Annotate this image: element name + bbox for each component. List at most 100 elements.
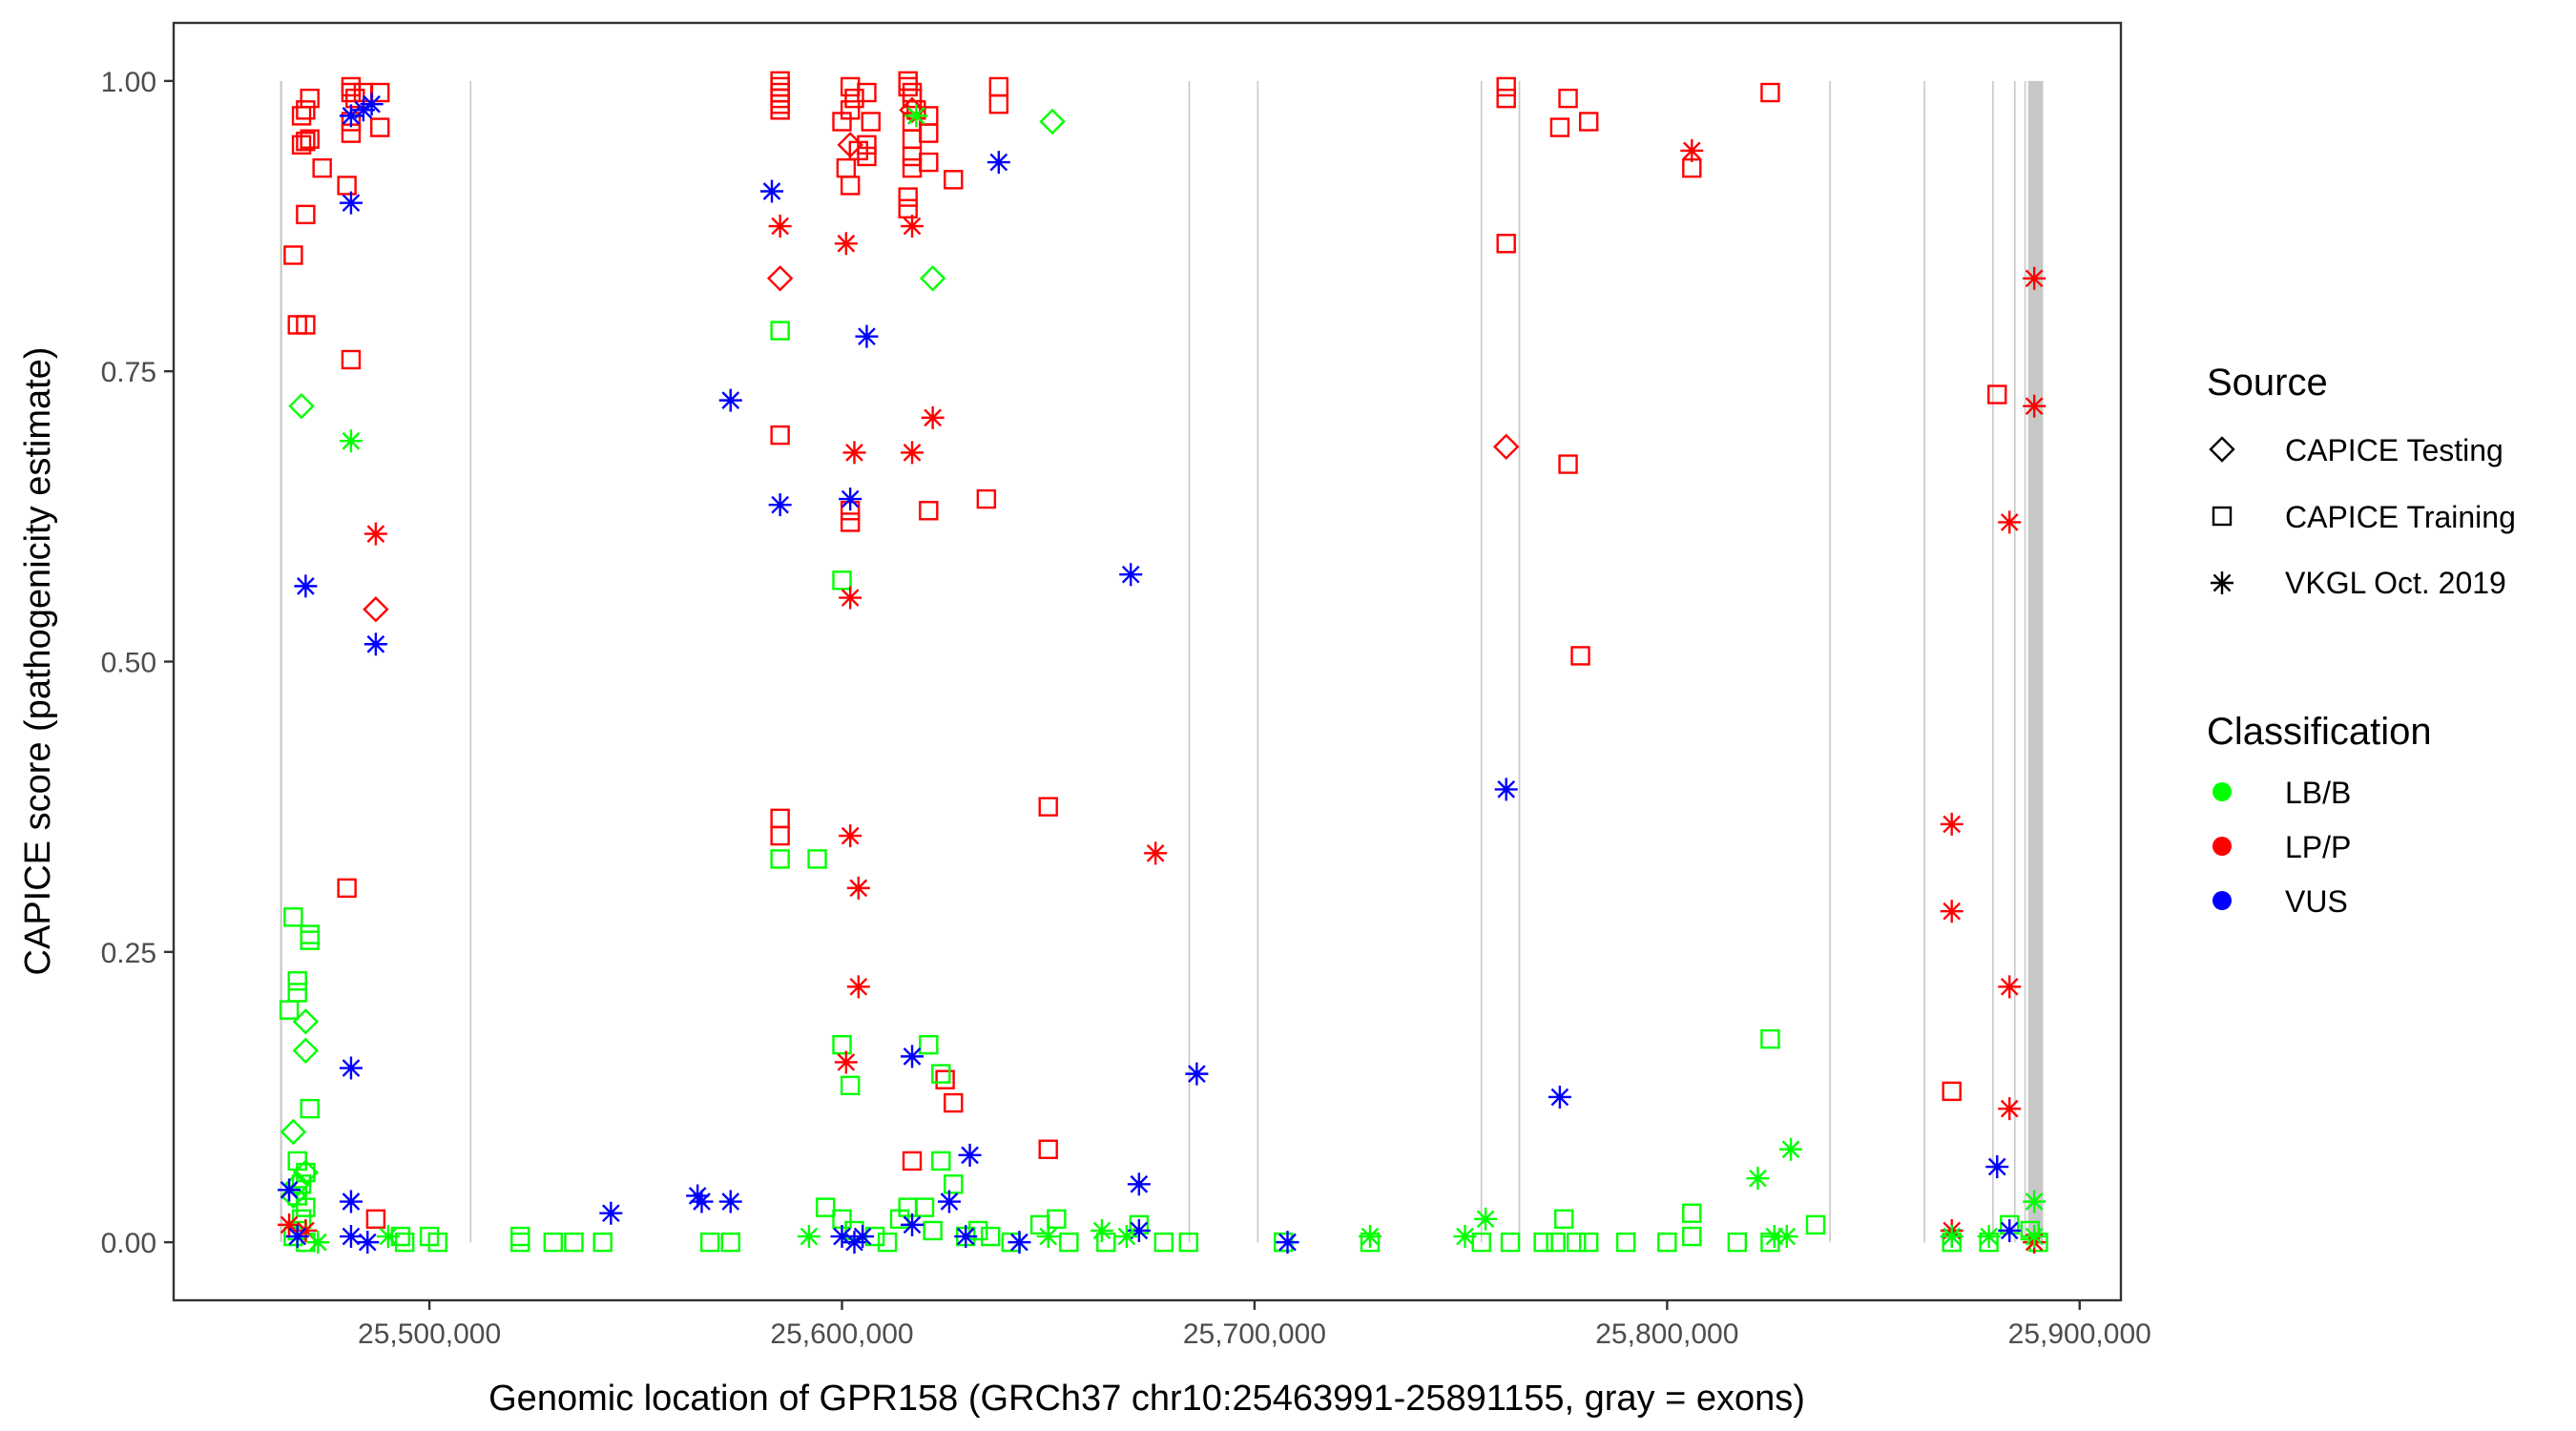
data-point-asterisk [686, 1184, 710, 1208]
data-point-square [980, 1226, 1001, 1247]
data-point-asterisk [339, 191, 363, 215]
data-point-square [840, 100, 861, 120]
data-point-asterisk [954, 1225, 978, 1249]
y-axis: 0.00 0.25 0.50 0.75 1.00 [101, 67, 174, 1259]
data-point-asterisk [834, 1050, 858, 1074]
data-point-square [1760, 1028, 1780, 1049]
data-point-square [300, 129, 320, 149]
data-point-square [1178, 1232, 1198, 1253]
data-point-square [770, 82, 790, 103]
legend: Source CAPICE Testing CAPICE Training VK… [2207, 362, 2516, 919]
data-point-asterisk [1127, 1172, 1151, 1196]
data-point-asterisk [958, 1143, 982, 1167]
exon-band [469, 80, 472, 1243]
data-point-square [1496, 76, 1516, 97]
data-point-square [944, 1174, 964, 1194]
exon-band [1829, 80, 1831, 1243]
data-point-square [1029, 1214, 1050, 1235]
data-point-asterisk [1114, 1225, 1138, 1249]
data-point-asterisk [356, 1231, 380, 1255]
data-point-square [976, 488, 997, 509]
data-point-asterisk [1762, 1225, 1786, 1249]
data-point-square [770, 808, 790, 829]
data-point-asterisk [1453, 1225, 1477, 1249]
data-point-asterisk [830, 1225, 854, 1249]
data-point-square [699, 1232, 720, 1253]
data-point-square [898, 71, 918, 92]
data-point-square [365, 1209, 386, 1229]
data-point-asterisk [285, 1225, 309, 1249]
data-point-square [832, 1034, 852, 1055]
data-point-square [341, 82, 362, 103]
legend-item-lbb: LB/B [2212, 776, 2351, 810]
data-point-square [1805, 1214, 1826, 1235]
exon-band [1923, 80, 1925, 1243]
data-point-asterisk [339, 1190, 363, 1213]
data-point-square [898, 187, 918, 207]
data-point-asterisk [1998, 510, 2022, 534]
x-tick-label: 25,500,000 [358, 1318, 501, 1350]
legend-label: LB/B [2285, 776, 2351, 810]
data-point-square [1038, 1139, 1058, 1159]
data-point-square [1657, 1232, 1677, 1253]
y-tick-label: 0.75 [101, 357, 156, 388]
data-point-asterisk [1144, 841, 1168, 865]
data-point-square [1558, 88, 1578, 109]
data-point-diamond [292, 1008, 320, 1035]
x-tick-label: 25,700,000 [1183, 1318, 1326, 1350]
data-point-asterisk [1119, 563, 1143, 587]
exon-band [1992, 80, 1994, 1243]
data-point-asterisk [2023, 1190, 2046, 1213]
data-point-square [919, 1034, 939, 1055]
data-point-asterisk [1985, 1155, 2009, 1179]
data-point-square [770, 849, 790, 869]
data-point-square [1038, 797, 1058, 817]
data-point-square [370, 82, 390, 103]
y-tick-label: 0.00 [101, 1228, 156, 1259]
data-point-square [510, 1232, 530, 1253]
data-point-asterisk [855, 324, 879, 348]
exon-band [1188, 80, 1191, 1243]
plot-panel-border [172, 21, 2123, 1302]
data-point-square [300, 88, 320, 109]
data-point-square [1567, 1232, 1587, 1253]
data-point-square [988, 76, 1009, 97]
data-point-square [337, 176, 357, 196]
data-point-asterisk [846, 876, 870, 900]
data-point-asterisk [839, 586, 862, 610]
data-point-asterisk [842, 1231, 866, 1255]
data-point-diamond [919, 265, 946, 292]
data-point-asterisk [339, 1225, 363, 1249]
exon-band [1257, 80, 1259, 1243]
data-point-square [770, 825, 790, 846]
data-point-asterisk [1940, 900, 1963, 923]
data-point-square [840, 76, 861, 97]
data-point-square [902, 129, 923, 149]
data-point-asterisk [768, 493, 792, 517]
data-point-asterisk [901, 441, 924, 465]
data-point-asterisk [1359, 1225, 1381, 1249]
data-point-square [592, 1232, 613, 1253]
data-point-asterisk [839, 824, 862, 848]
data-points [278, 71, 2048, 1255]
data-point-square [770, 71, 790, 92]
data-point-asterisk [1977, 1225, 2001, 1249]
data-point-asterisk [797, 1225, 821, 1249]
exon-band [280, 80, 282, 1243]
data-point-square [898, 76, 918, 97]
legend-title-source: Source [2207, 362, 2328, 404]
data-point-square [914, 1197, 935, 1217]
data-point-square [1558, 454, 1578, 474]
exon-band [2014, 80, 2016, 1243]
data-point-square [902, 88, 923, 109]
y-tick-label: 0.50 [101, 648, 156, 679]
data-point-square [543, 1232, 564, 1253]
data-point-square [427, 1232, 447, 1253]
data-point-asterisk [1036, 1225, 1060, 1249]
data-point-square [1578, 1232, 1599, 1253]
data-point-asterisk [376, 1225, 400, 1249]
data-point-square [1471, 1232, 1491, 1253]
data-point-asterisk [1127, 1218, 1151, 1242]
data-point-asterisk [1090, 1218, 1113, 1242]
legend-item-lpp: LP/P [2212, 830, 2351, 864]
